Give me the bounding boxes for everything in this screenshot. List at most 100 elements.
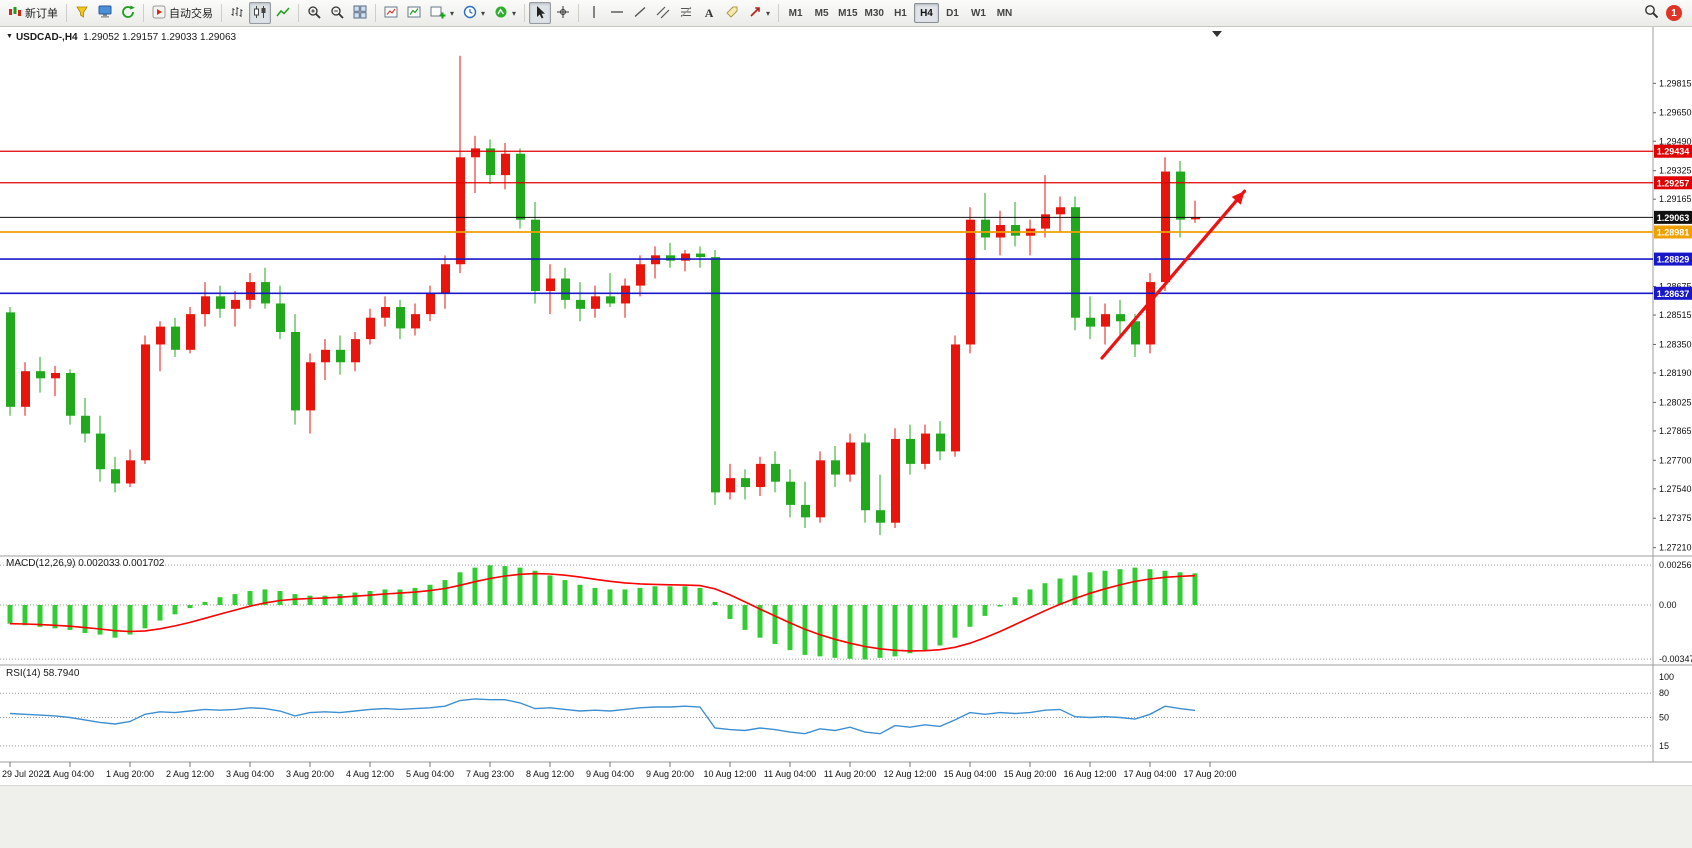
candle [846,442,855,475]
zoom-out-button[interactable] [326,2,348,24]
price-box [1654,252,1692,266]
candle [321,349,330,363]
chart-template-button[interactable] [403,2,425,24]
price-box [1654,225,1692,239]
candle [441,264,450,293]
candle [456,157,465,265]
text-tool-button[interactable]: A [698,2,720,24]
timeframe-m1-button[interactable]: M1 [783,3,808,23]
arrows-tool-button[interactable]: ▾ [744,2,774,24]
crosshair-button[interactable] [552,2,574,24]
timeframe-h1-button[interactable]: H1 [888,3,913,23]
vertical-line-button[interactable] [583,2,605,24]
trend-arrow-head [1231,191,1245,205]
zoom-out-icon [330,5,344,22]
candle [246,282,255,300]
price-tick-label: 1.29165 [1659,194,1692,204]
candle [921,433,930,464]
toolbar-divider [778,4,780,22]
candle [606,296,615,304]
rsi-axis-label: 80 [1659,688,1669,698]
bar-chart-button[interactable] [226,2,248,24]
candle [6,312,15,407]
candle [741,478,750,488]
bar-chart-icon [230,5,244,22]
zoom-in-button[interactable] [303,2,325,24]
chart-symbol-period: USDCAD-,H4 [15,32,78,43]
time-label: 29 Jul 2022 [2,769,49,779]
chart-title: ▼ USDCAD-,H4 1.29052 1.29157 1.29033 1.29… [6,32,236,43]
timeframe-d1-button[interactable]: D1 [940,3,965,23]
time-label: 3 Aug 04:00 [226,769,274,779]
candle [291,331,300,411]
price-box [1654,210,1692,224]
timeframe-mn-button[interactable]: MN [992,3,1017,23]
channel-icon [656,5,670,22]
trendline-button[interactable] [629,2,651,24]
funnel-icon [75,5,89,22]
monitor-button[interactable] [94,2,116,24]
price-tick-label: 1.27865 [1659,426,1692,436]
candle [1011,225,1020,236]
funnel-button[interactable] [71,2,93,24]
new-order-icon [8,5,22,21]
timeframe-h4-button[interactable]: H4 [913,3,939,23]
candle [591,296,600,309]
chart-profile-button[interactable] [380,2,402,24]
collapse-arrow-icon[interactable]: ▼ [6,33,13,40]
time-label: 9 Aug 20:00 [646,769,694,779]
horizontal-line-button[interactable] [606,2,628,24]
notification-badge[interactable]: 1 [1666,5,1682,21]
candle [1116,314,1125,322]
fibonacci-button[interactable] [675,2,697,24]
channel-button[interactable] [652,2,674,24]
label-tool-button[interactable] [721,2,743,24]
tile-windows-button[interactable] [349,2,371,24]
candle-chart-button[interactable] [249,2,271,24]
candle [486,148,495,176]
candle [201,296,210,315]
autotrading-button[interactable]: 自动交易 [148,2,217,24]
new-order-button[interactable]: 新订单 [4,2,62,24]
vertical-line-icon [587,5,601,22]
search-button[interactable] [1640,2,1663,24]
toolbar-divider [143,4,144,22]
trendline-icon [633,5,647,22]
rsi-line [9,698,1196,735]
candle [1086,317,1095,327]
chart-area[interactable]: ▼ USDCAD-,H4 1.29052 1.29157 1.29033 1.29… [0,27,1692,785]
trend-arrow[interactable] [1100,189,1247,360]
candle [396,307,405,329]
timeframe-m15-button[interactable]: M15 [835,3,860,23]
timeframe-m5-button[interactable]: M5 [809,3,834,23]
chart-ohlc-values: 1.29052 1.29157 1.29033 1.29063 [83,32,237,43]
time-label: 15 Aug 04:00 [943,769,996,779]
macd-main-value: 0.002033 [78,558,120,569]
indicator-list-button[interactable]: ▾ [490,2,520,24]
timeframe-w1-button[interactable]: W1 [966,3,991,23]
cursor-button[interactable] [529,2,552,24]
refresh-button[interactable] [117,2,139,24]
time-label: 9 Aug 04:00 [586,769,634,779]
candle [1146,282,1155,345]
candle [1071,207,1080,318]
new-chart-button[interactable]: ▾ [426,2,458,24]
candle [876,510,885,523]
period-clock-button[interactable]: ▾ [459,2,489,24]
chart-canvas[interactable]: 1.29815 1.29650 1.29490 1.29325 1.29165 1.286… [0,27,1692,785]
candle [36,371,45,379]
candle [951,344,960,452]
chart-template-icon [407,5,421,22]
clock-icon [463,5,477,22]
line-chart-button[interactable] [272,2,294,24]
candle [366,317,375,340]
candle [1131,321,1140,345]
candle [936,433,945,452]
candle [501,153,510,176]
price-tick-label: 1.28190 [1659,368,1692,378]
time-label: 15 Aug 20:00 [1003,769,1056,779]
candle [171,326,180,350]
timeframe-m30-button[interactable]: M30 [862,3,887,23]
chart-shift-marker[interactable] [1212,31,1222,37]
price-tick-label: 1.28350 [1659,339,1692,349]
